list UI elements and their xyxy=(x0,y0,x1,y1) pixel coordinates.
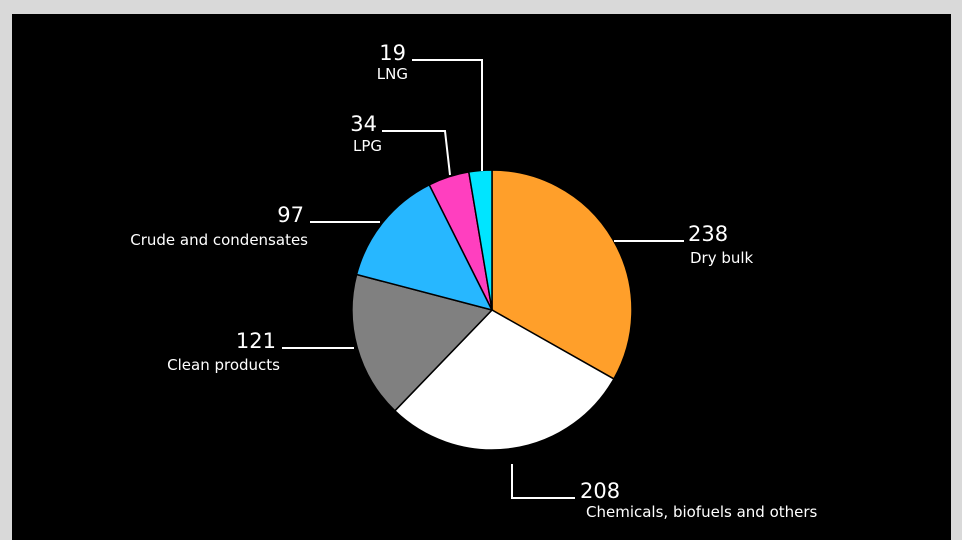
data-label-category: LPG xyxy=(353,137,382,155)
leader-lines xyxy=(282,59,684,499)
data-label-category: Dry bulk xyxy=(690,249,754,267)
data-label-category: Crude and condensates xyxy=(130,231,308,249)
pie-slice-dry-bulk xyxy=(491,169,633,380)
data-label-value: 19 xyxy=(379,41,406,65)
pie-slices xyxy=(351,169,633,451)
leader-line xyxy=(412,59,483,171)
pie-slice-lng xyxy=(467,169,493,311)
data-label-value: 208 xyxy=(580,479,620,503)
data-label-category: Clean products xyxy=(167,356,280,374)
pie-slice-clean-products xyxy=(351,273,494,412)
data-label-value: 34 xyxy=(350,112,377,136)
leader-line xyxy=(382,130,451,176)
data-label-value: 121 xyxy=(236,329,276,353)
data-label-category: LNG xyxy=(377,65,408,83)
data-label-value: 97 xyxy=(277,203,304,227)
chart-panel: 238 Dry bulk 208 Chemicals, biofuels and ot… xyxy=(12,14,951,540)
data-label-category: Chemicals, biofuels and others xyxy=(586,503,818,521)
data-label-value: 238 xyxy=(688,222,728,246)
pie-slice-chemicals-biofuels-and-others xyxy=(393,309,615,451)
pie-slice-crude-and-condensates xyxy=(355,183,494,312)
leader-line xyxy=(511,464,575,499)
